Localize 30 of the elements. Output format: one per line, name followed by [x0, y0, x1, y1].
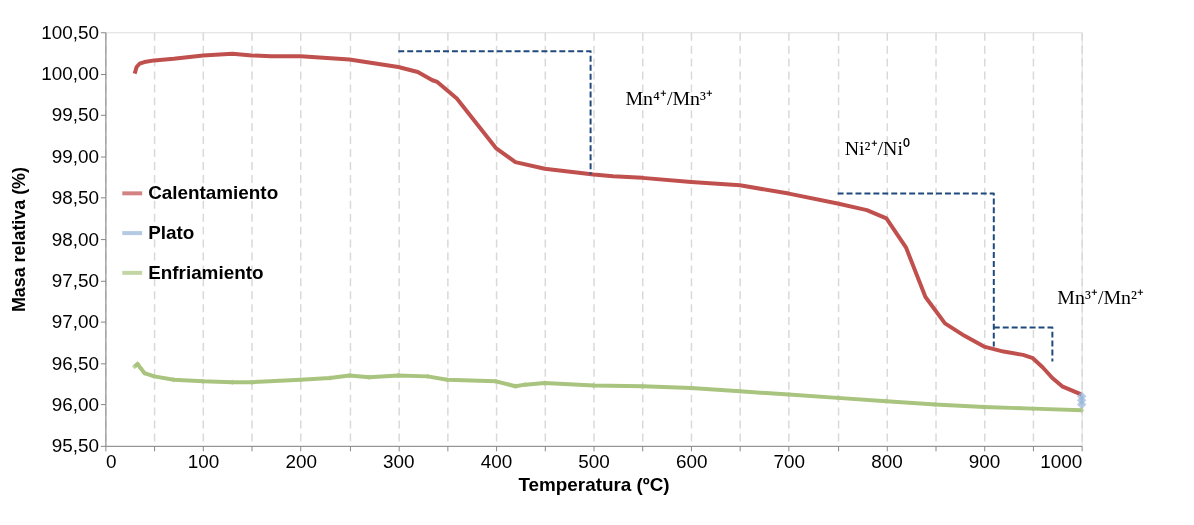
- y-tick-label: 99,50: [51, 104, 99, 126]
- annotation: Mn⁴⁺/Mn³⁺: [625, 86, 714, 109]
- x-axis-title: Temperatura (ºC): [518, 474, 670, 496]
- x-tick-label: 300: [383, 451, 415, 473]
- x-tick-label: 0: [105, 451, 117, 473]
- x-tick-label: 400: [480, 451, 513, 473]
- y-axis-title: Masa relativa (%): [9, 167, 30, 313]
- x-tick-label: 900: [968, 451, 1001, 473]
- y-tick-label: 96,50: [51, 352, 99, 374]
- annotation: Ni²⁺/Ni⁰: [844, 136, 910, 159]
- y-tick-label: 96,00: [51, 393, 99, 415]
- legend-label: Calentamiento: [148, 182, 279, 204]
- annotation: Mn³⁺/Mn²⁺: [1057, 285, 1145, 308]
- x-tick-label: 1000: [1040, 451, 1083, 473]
- y-tick-label: 97,50: [51, 269, 99, 291]
- x-tick-label: 600: [675, 451, 708, 473]
- x-tick-label: 700: [773, 451, 806, 473]
- y-tick-label: 95,50: [51, 435, 99, 457]
- x-tick-label: 200: [285, 451, 317, 473]
- y-tick-label: 99,00: [51, 145, 99, 167]
- x-tick-label: 800: [871, 451, 903, 473]
- x-tick-label: 500: [578, 451, 610, 473]
- y-tick-label: 97,00: [51, 311, 99, 333]
- y-tick-label: 98,50: [51, 187, 99, 209]
- y-tick-label: 100,50: [41, 21, 99, 43]
- legend-label: Enfriamiento: [148, 261, 264, 283]
- y-tick-label: 100,00: [41, 63, 99, 85]
- x-tick-label: 100: [187, 451, 220, 473]
- legend-label: Plato: [148, 222, 195, 244]
- y-tick-label: 98,00: [51, 228, 99, 250]
